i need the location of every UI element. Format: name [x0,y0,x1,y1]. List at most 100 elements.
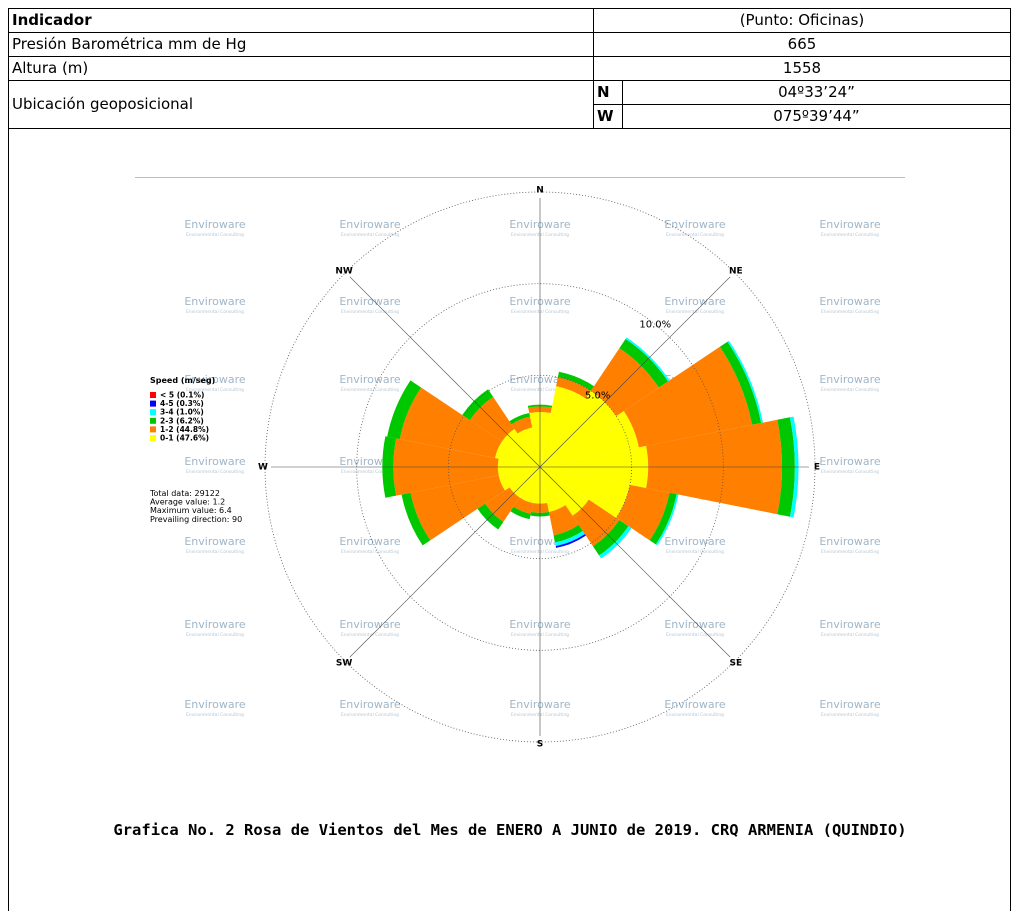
watermark: Enviroware [819,618,881,631]
stats-line: Total data: 29122 [149,489,220,498]
watermark-sub: Environmental Consulting [341,549,399,555]
petal-segment [410,475,505,541]
watermark: Enviroware [184,218,246,231]
watermark: Enviroware [184,618,246,631]
watermark-sub: Environmental Consulting [821,387,879,393]
header-cell: (Punto: Oficinas) [593,8,1011,33]
legend-label: 4-5 (0.3%) [160,399,204,408]
watermark: Enviroware [819,218,881,231]
watermark-sub: Environmental Consulting [821,309,879,315]
watermark: Enviroware [339,618,401,631]
watermark-sub: Environmental Consulting [186,632,244,638]
direction-label: W [258,463,268,473]
petal-segment [555,534,586,548]
watermark-sub: Environmental Consulting [666,712,724,718]
spoke [349,466,541,658]
legend-swatch [150,409,156,416]
watermark: Enviroware [339,295,401,308]
direction-label: NW [335,267,353,277]
watermark-sub: Environmental Consulting [821,632,879,638]
chart-cell [8,128,1011,911]
coord-key: W [593,104,623,129]
petal-segment [540,386,586,467]
watermark: Enviroware [819,295,881,308]
watermark-sub: Environmental Consulting [821,469,879,475]
watermark-sub: Environmental Consulting [186,309,244,315]
watermark: Enviroware [819,455,881,468]
watermark: Enviroware [184,373,246,386]
direction-label: NE [729,267,743,277]
legend-swatch [150,417,156,424]
watermark: Enviroware [184,455,246,468]
petal-segment [540,467,630,518]
petal-segment [509,413,530,425]
watermark-sub: Environmental Consulting [341,232,399,238]
petal-segment [625,337,670,382]
watermark: Enviroware [664,295,726,308]
spoke [539,466,731,658]
outer-circle [264,191,816,743]
watermark-sub: Environmental Consulting [186,549,244,555]
watermark: Enviroware [819,535,881,548]
direction-label: SW [336,658,352,668]
watermark-sub: Environmental Consulting [666,232,724,238]
petal-segment [789,416,799,518]
petal-segment [495,441,540,467]
stats-line: Prevailing direction: 90 [150,515,242,524]
petal-segment [540,467,566,512]
coord-value: 04º33’24” [622,80,1011,105]
watermark-sub: Environmental Consulting [186,712,244,718]
petal-segment [510,506,531,520]
watermark: Enviroware [184,698,246,711]
petal-segment [649,492,677,545]
r-tick-label: 10.0% [639,319,671,330]
watermark-sub: Environmental Consulting [186,232,244,238]
petal-segment [540,410,639,467]
petal-segment [727,340,763,424]
petal-segment [553,524,583,543]
row-label: Altura (m) [8,56,594,81]
petal-segment [616,484,670,541]
row-value: 665 [593,32,1011,57]
watermark: Enviroware [339,373,401,386]
row-value: 1558 [593,56,1011,81]
petal-segment [517,427,540,467]
watermark-sub: Environmental Consulting [821,232,879,238]
petal-segment [548,505,579,536]
r-tick-label: 5.0% [585,391,610,402]
watermark-sub: Environmental Consulting [186,469,244,475]
petal-segment [399,387,502,459]
legend-label: 0-1 (47.6%) [160,434,209,443]
watermark-sub: Environmental Consulting [341,309,399,315]
row-label: Presión Barométrica mm de Hg [8,32,594,57]
legend-swatch [150,426,156,433]
stats-line: Average value: 1.2 [150,498,225,507]
direction-label: N [536,186,544,196]
watermark: Enviroware [664,218,726,231]
spoke [349,276,541,468]
spoke [539,276,731,468]
watermark: Enviroware [339,218,401,231]
watermark: Enviroware [339,698,401,711]
legend-swatch [150,435,156,441]
row-label: Ubicación geoposicional [8,80,594,129]
petal-segment [387,380,422,440]
direction-label: E [814,463,820,473]
watermark: Enviroware [819,698,881,711]
legend-label: 1-2 (44.8%) [160,425,209,434]
petal-segment [519,467,540,503]
watermark: Enviroware [184,295,246,308]
direction-label: S [537,740,543,750]
watermark-sub: Environmental Consulting [341,469,399,475]
legend-swatch [150,400,156,407]
watermark: Enviroware [664,535,726,548]
legend-label: 3-4 (1.0%) [160,408,204,417]
watermark: Enviroware [184,535,246,548]
watermark: Enviroware [339,535,401,548]
header-cell: Indicador [8,8,594,33]
petal-segment [513,497,533,514]
petal-segment [623,346,753,448]
legend-label: < 5 (0.1%) [160,391,204,400]
